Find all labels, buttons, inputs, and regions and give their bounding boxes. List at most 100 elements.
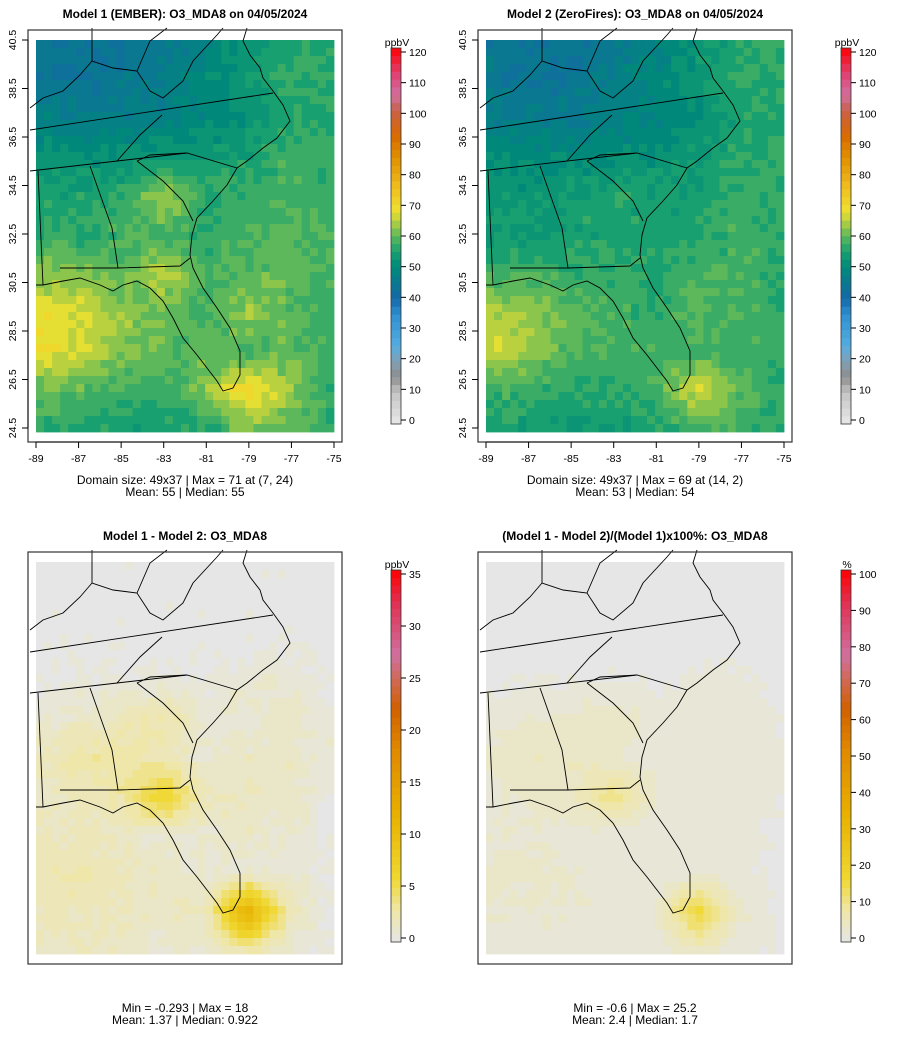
colorbar-swatch: [391, 197, 401, 205]
heatmap-cell: [181, 112, 189, 120]
heatmap-cell: [141, 778, 149, 786]
heatmap-cell: [205, 72, 213, 80]
heatmap-cell: [294, 408, 302, 416]
heatmap-cell: [133, 376, 141, 384]
heatmap-cell: [197, 120, 205, 128]
heatmap-cell: [165, 392, 173, 400]
heatmap-cell: [518, 288, 526, 296]
heatmap-cell: [712, 176, 720, 184]
heatmap-cell: [229, 192, 237, 200]
heatmap-cell: [591, 264, 599, 272]
heatmap-cell: [591, 336, 599, 344]
heatmap-cell: [623, 344, 631, 352]
heatmap-cell: [237, 224, 245, 232]
heatmap-cell: [76, 602, 84, 610]
heatmap-cell: [108, 136, 116, 144]
heatmap-cell: [712, 240, 720, 248]
heatmap-cell: [558, 104, 566, 112]
heatmap-cell: [294, 786, 302, 794]
heatmap-cell: [591, 176, 599, 184]
colorbar-swatch: [391, 213, 401, 221]
heatmap-cell: [133, 328, 141, 336]
heatmap-cell: [189, 200, 197, 208]
heatmap-cell: [253, 208, 261, 216]
heatmap-cell: [752, 264, 760, 272]
heatmap-cell: [302, 176, 310, 184]
heatmap-cell: [294, 594, 302, 602]
heatmap-cell: [197, 64, 205, 72]
heatmap-cell: [213, 794, 221, 802]
heatmap-cell: [205, 746, 213, 754]
heatmap-cell: [502, 184, 510, 192]
heatmap-cell: [510, 344, 518, 352]
heatmap-cell: [687, 72, 695, 80]
heatmap-cell: [302, 248, 310, 256]
heatmap-cell: [229, 666, 237, 674]
heatmap-cell: [550, 144, 558, 152]
heatmap-cell: [245, 626, 253, 634]
heatmap-cell: [550, 312, 558, 320]
heatmap-cell: [270, 618, 278, 626]
heatmap-cell: [326, 200, 334, 208]
heatmap-cell: [703, 48, 711, 56]
heatmap-cell: [310, 328, 318, 336]
heatmap-cell: [599, 72, 607, 80]
heatmap-cell: [318, 754, 326, 762]
heatmap-cell: [326, 64, 334, 72]
heatmap-cell: [181, 184, 189, 192]
heatmap-cell: [575, 312, 583, 320]
heatmap-cell: [663, 368, 671, 376]
heatmap-cell: [229, 272, 237, 280]
heatmap-cell: [205, 40, 213, 48]
heatmap-cell: [728, 288, 736, 296]
heatmap-cell: [712, 136, 720, 144]
heatmap-cell: [68, 602, 76, 610]
heatmap-cell: [583, 304, 591, 312]
heatmap-cell: [326, 666, 334, 674]
heatmap-cell: [237, 706, 245, 714]
heatmap-cell: [229, 112, 237, 120]
heatmap-cell: [157, 328, 165, 336]
heatmap-cell: [221, 778, 229, 786]
heatmap-cell: [486, 88, 494, 96]
heatmap-cell: [165, 128, 173, 136]
heatmap-cell: [736, 320, 744, 328]
heatmap-cell: [117, 352, 125, 360]
heatmap-cell: [173, 168, 181, 176]
heatmap-cell: [213, 344, 221, 352]
heatmap-cell: [663, 120, 671, 128]
heatmap-cell: [486, 424, 494, 432]
heatmap-cell: [631, 248, 639, 256]
heatmap-cell: [44, 264, 52, 272]
heatmap-cell: [60, 698, 68, 706]
heatmap-cell: [567, 288, 575, 296]
heatmap-cell: [213, 104, 221, 112]
heatmap-cell: [100, 104, 108, 112]
heatmap-cell: [262, 288, 270, 296]
heatmap-cell: [663, 48, 671, 56]
heatmap-cell: [189, 80, 197, 88]
heatmap-cell: [294, 80, 302, 88]
heatmap-cell: [165, 320, 173, 328]
heatmap-cell: [583, 408, 591, 416]
heatmap-cell: [270, 272, 278, 280]
colorbar-swatch: [841, 158, 851, 166]
heatmap-cell: [294, 674, 302, 682]
heatmap-cell: [197, 208, 205, 216]
heatmap-cell: [157, 280, 165, 288]
heatmap-cell: [599, 344, 607, 352]
heatmap-cell: [326, 786, 334, 794]
heatmap-cell: [768, 224, 776, 232]
heatmap-cell: [591, 272, 599, 280]
heatmap-cell: [736, 184, 744, 192]
heatmap-cell: [752, 128, 760, 136]
heatmap-cell: [558, 392, 566, 400]
heatmap-cell: [703, 200, 711, 208]
heatmap-cell: [623, 376, 631, 384]
heatmap-cell: [752, 144, 760, 152]
heatmap-cell: [84, 666, 92, 674]
heatmap-cell: [744, 80, 752, 88]
heatmap-cell: [494, 384, 502, 392]
heatmap-cell: [157, 376, 165, 384]
y-tick-label: 24.5: [457, 418, 469, 439]
